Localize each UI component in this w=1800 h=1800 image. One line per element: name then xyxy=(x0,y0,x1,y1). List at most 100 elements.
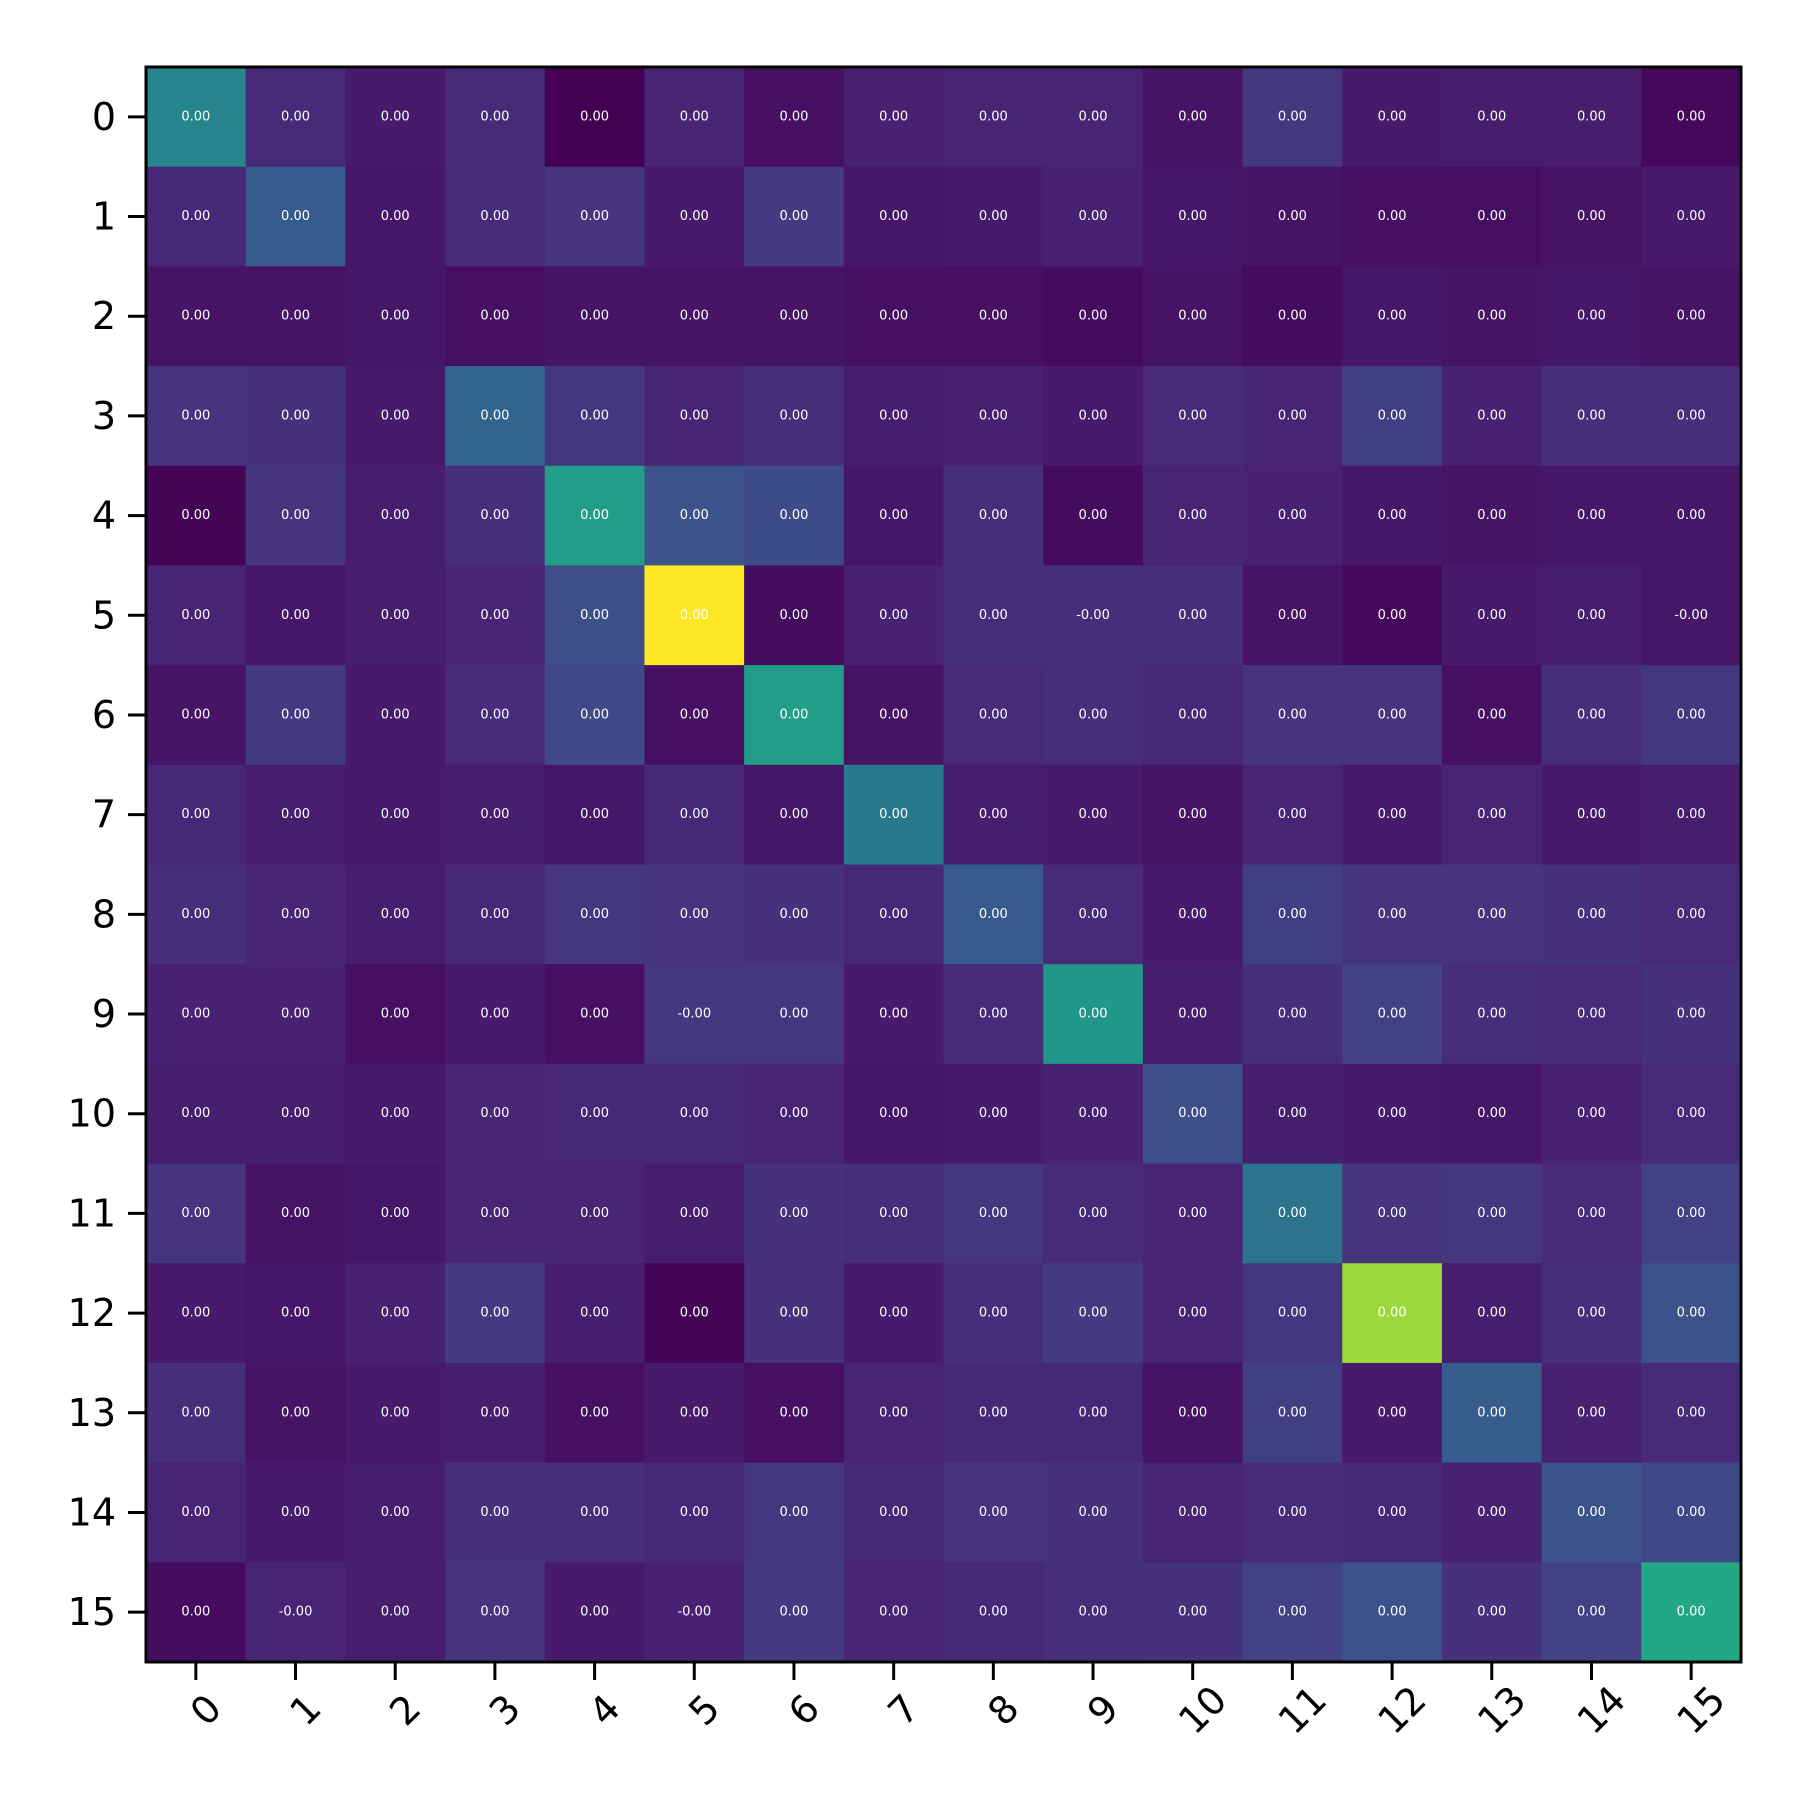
cell-value-label: 0.00 xyxy=(1477,209,1506,224)
heatmap-cell xyxy=(843,166,945,267)
heatmap-cell xyxy=(1641,964,1742,1065)
heatmap-cell xyxy=(1242,1562,1343,1663)
cell-value-label: 0.00 xyxy=(181,1007,210,1022)
cell-value-label: 0.00 xyxy=(480,1306,509,1321)
heatmap-cell xyxy=(843,864,945,965)
heatmap-cell xyxy=(245,1263,346,1364)
cell-value-label: 0.00 xyxy=(879,408,908,423)
heatmap-cell xyxy=(544,1063,646,1165)
heatmap-cell xyxy=(445,665,546,766)
cell-value-label: 0.00 xyxy=(1278,508,1307,523)
heatmap-cell xyxy=(843,1063,945,1165)
cell-value-label: 0.00 xyxy=(1577,309,1606,324)
heatmap-cell xyxy=(943,67,1044,168)
cell-value-label: 0.00 xyxy=(879,807,908,822)
cell-value-label: 0.00 xyxy=(580,807,609,822)
cell-value-label: 0.00 xyxy=(779,807,808,822)
cell-value-label: 0.00 xyxy=(680,707,709,722)
cell-value-label: 0.00 xyxy=(1577,1306,1606,1321)
cell-value-label: 0.00 xyxy=(181,1306,210,1321)
heatmap-cell xyxy=(644,964,745,1065)
heatmap-cell xyxy=(943,465,1044,567)
cell-value-label: 0.00 xyxy=(779,309,808,324)
heatmap-cell xyxy=(1541,1562,1642,1663)
heatmap-cell xyxy=(1641,565,1742,666)
cell-value-label: 0.00 xyxy=(1677,1007,1706,1022)
heatmap-cell xyxy=(544,565,646,666)
cell-value-label: 0.00 xyxy=(779,1605,808,1620)
cell-value-label: 0.00 xyxy=(1378,1206,1407,1221)
heatmap-cell xyxy=(1641,1562,1742,1663)
heatmap-cell xyxy=(146,1063,247,1165)
cell-value-label: 0.00 xyxy=(1378,608,1407,623)
heatmap-cell xyxy=(744,266,845,367)
cell-value-label: 0.00 xyxy=(381,309,410,324)
cell-value-label: 0.00 xyxy=(1178,1206,1207,1221)
cell-value-label: 0.00 xyxy=(181,807,210,822)
heatmap-cell xyxy=(245,1163,346,1264)
cell-value-label: 0.00 xyxy=(979,309,1008,324)
heatmap-cell xyxy=(245,1562,346,1663)
cell-value-label: 0.00 xyxy=(879,209,908,224)
y-tick-label: 10 xyxy=(68,1092,116,1136)
cell-value-label: 0.00 xyxy=(1477,608,1506,623)
heatmap-cell xyxy=(345,864,446,965)
heatmap-cell xyxy=(843,366,945,467)
y-tick-label: 1 xyxy=(92,195,116,239)
heatmap-cell xyxy=(146,1263,247,1364)
cell-value-label: 0.00 xyxy=(381,209,410,224)
heatmap-cell xyxy=(1142,266,1244,367)
cell-value-label: 0.00 xyxy=(281,1106,310,1121)
cell-value-label: 0.00 xyxy=(480,408,509,423)
cell-value-label: 0.00 xyxy=(480,1206,509,1221)
cell-value-label: 0.00 xyxy=(1278,1007,1307,1022)
heatmap-cell xyxy=(245,465,346,567)
heatmap-cell xyxy=(146,366,247,467)
cell-value-label: 0.00 xyxy=(281,907,310,922)
cell-value-label: 0.00 xyxy=(1178,1106,1207,1121)
cell-value-label: 0.00 xyxy=(480,1007,509,1022)
heatmap-cell xyxy=(1441,1063,1543,1165)
x-tick-label: 10 xyxy=(1170,1677,1235,1742)
x-axis: 0 1 2 3 4 5 6 7 8 9 10 11 12 13 14 15 xyxy=(182,1662,1734,1743)
heatmap-cell xyxy=(544,1562,646,1663)
cell-value-label: 0.00 xyxy=(1477,1505,1506,1520)
cell-value-label: 0.00 xyxy=(1477,109,1506,124)
cell-value-label: 0.00 xyxy=(381,508,410,523)
cell-value-label: 0.00 xyxy=(979,508,1008,523)
cell-value-label: 0.00 xyxy=(879,109,908,124)
heatmap-cell xyxy=(744,1562,845,1663)
heatmap-cell xyxy=(544,864,646,965)
x-tick-label: 14 xyxy=(1569,1677,1634,1742)
cell-value-label: 0.00 xyxy=(1079,907,1108,922)
cell-value-label: 0.00 xyxy=(181,1206,210,1221)
heatmap-cell xyxy=(1142,1462,1244,1563)
cell-value-label: 0.00 xyxy=(1577,1106,1606,1121)
cell-value-label: 0.00 xyxy=(979,907,1008,922)
heatmap-cell xyxy=(744,1163,845,1264)
heatmap-cell xyxy=(445,465,546,567)
heatmap-cell xyxy=(644,565,745,666)
cell-value-label: 0.00 xyxy=(381,1505,410,1520)
heatmap-cell xyxy=(245,864,346,965)
heatmap-cell xyxy=(644,665,745,766)
heatmap-cell xyxy=(1541,764,1642,866)
heatmap-cell xyxy=(1441,1362,1543,1464)
cell-value-label: 0.00 xyxy=(281,209,310,224)
heatmap-cell xyxy=(544,1462,646,1563)
y-tick-label: 15 xyxy=(68,1590,116,1634)
cell-value-label: 0.00 xyxy=(979,1007,1008,1022)
y-tick-label: 11 xyxy=(68,1191,116,1235)
x-tick-label: 12 xyxy=(1369,1677,1434,1742)
heatmap-cell xyxy=(1641,764,1742,866)
cell-value-label: 0.00 xyxy=(680,508,709,523)
cell-value-label: 0.00 xyxy=(1577,1505,1606,1520)
cell-value-label: 0.00 xyxy=(480,707,509,722)
heatmap-cell xyxy=(245,665,346,766)
y-tick-label: 9 xyxy=(92,992,116,1036)
cell-value-label: 0.00 xyxy=(1378,1505,1407,1520)
y-tick-label: 14 xyxy=(68,1490,116,1534)
cell-value-label: 0.00 xyxy=(1278,1605,1307,1620)
heatmap-cell xyxy=(1043,764,1144,866)
heatmap-cell xyxy=(1242,1263,1343,1364)
